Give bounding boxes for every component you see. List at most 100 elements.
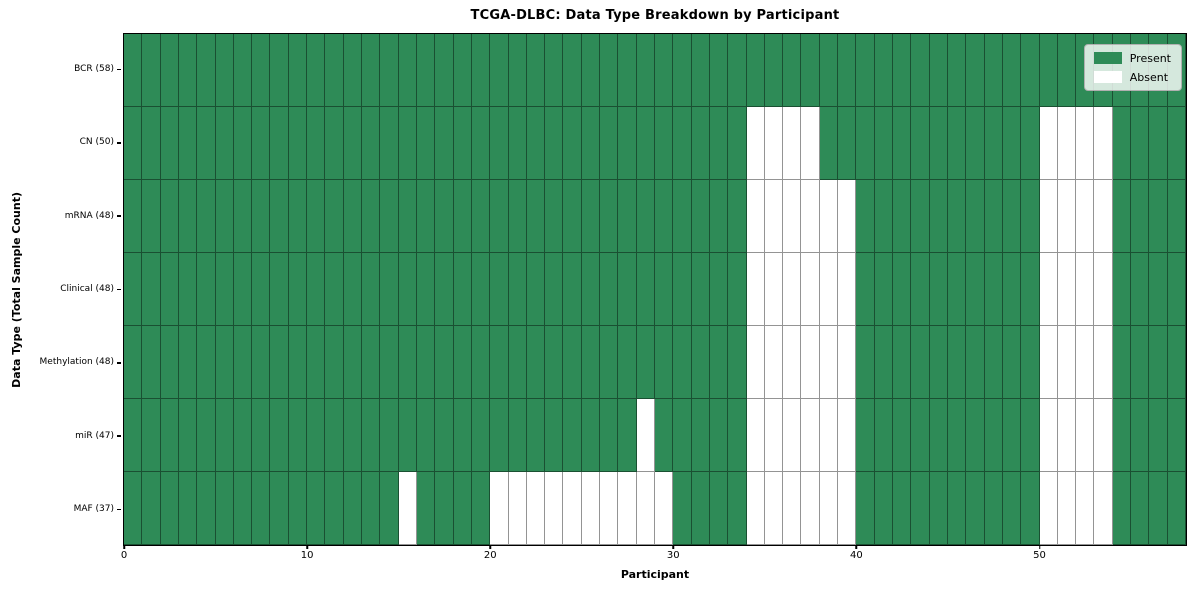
- heatmap-cell: [453, 399, 472, 472]
- heatmap-cell: [270, 180, 289, 253]
- heatmap-cell: [893, 253, 912, 326]
- heatmap-cell: [252, 326, 271, 399]
- heatmap-cell: [636, 326, 655, 399]
- heatmap-cell: [746, 107, 765, 180]
- y-tick-row: miR (47): [0, 399, 121, 472]
- heatmap-cell: [618, 253, 637, 326]
- heatmap-cell: [947, 253, 967, 326]
- heatmap-cell: [1112, 326, 1132, 399]
- heatmap-cell: [508, 107, 527, 180]
- legend-swatch: [1093, 52, 1122, 64]
- heatmap-cell: [288, 326, 308, 399]
- heatmap-cell: [1131, 399, 1150, 472]
- heatmap-cell: [362, 34, 381, 107]
- heatmap-cell: [1149, 326, 1168, 399]
- heatmap-cell: [343, 34, 363, 107]
- heatmap-cell: [600, 472, 619, 545]
- heatmap-cell: [1167, 180, 1186, 253]
- heatmap-cell: [362, 107, 381, 180]
- heatmap-cell: [178, 180, 198, 253]
- heatmap-cell: [1002, 107, 1022, 180]
- heatmap-cell: [764, 472, 784, 545]
- heatmap-cell: [691, 253, 710, 326]
- heatmap-cell: [215, 180, 234, 253]
- heatmap-cell: [764, 326, 784, 399]
- heatmap-cell: [563, 34, 582, 107]
- heatmap-cell: [252, 180, 271, 253]
- x-tick-label: 20: [483, 550, 497, 561]
- heatmap-cell: [801, 399, 820, 472]
- heatmap-cell: [783, 253, 802, 326]
- heatmap-cell: [746, 472, 765, 545]
- heatmap-cell: [1039, 472, 1058, 545]
- heatmap-cell: [252, 399, 271, 472]
- heatmap-cell: [673, 326, 692, 399]
- heatmap-cell: [545, 472, 564, 545]
- legend-label: Present: [1129, 51, 1171, 65]
- y-tick-row: Clinical (48): [0, 253, 121, 326]
- heatmap-cell: [618, 472, 637, 545]
- heatmap-cell: [325, 34, 344, 107]
- heatmap-cell: [874, 472, 894, 545]
- heatmap-cell: [654, 34, 674, 107]
- heatmap-cell: [1057, 34, 1077, 107]
- x-tick-mark: [123, 545, 125, 549]
- heatmap-cell: [142, 253, 161, 326]
- heatmap-cell: [709, 472, 729, 545]
- legend: Present Absent: [1083, 44, 1182, 91]
- heatmap-cell: [874, 253, 894, 326]
- heatmap-cell: [563, 253, 582, 326]
- heatmap-cell: [654, 326, 674, 399]
- heatmap-cell: [1094, 326, 1113, 399]
- heatmap-cell: [398, 326, 417, 399]
- y-tick-label: BCR (58): [74, 64, 114, 75]
- heatmap-cell: [160, 326, 179, 399]
- heatmap-cell: [1076, 253, 1095, 326]
- heatmap-cell: [1039, 107, 1058, 180]
- heatmap-cell: [526, 34, 546, 107]
- heatmap-cell: [947, 180, 967, 253]
- heatmap-cell: [893, 180, 912, 253]
- heatmap-cell: [654, 472, 674, 545]
- heatmap-cell: [343, 326, 363, 399]
- heatmap-cell: [911, 253, 930, 326]
- heatmap-cell: [545, 253, 564, 326]
- heatmap-cell: [398, 472, 417, 545]
- heatmap-cell: [453, 107, 472, 180]
- heatmap-cell: [746, 34, 765, 107]
- heatmap-cell: [233, 180, 253, 253]
- heatmap-cell: [1112, 399, 1132, 472]
- heatmap-cell: [691, 399, 710, 472]
- heatmap-cell: [819, 253, 839, 326]
- heatmap-cell: [709, 180, 729, 253]
- heatmap-cell: [966, 326, 985, 399]
- heatmap-cell: [966, 253, 985, 326]
- heatmap-cell: [288, 34, 308, 107]
- heatmap-cell: [929, 472, 948, 545]
- heatmap-cell: [1112, 107, 1132, 180]
- heatmap-cell: [618, 34, 637, 107]
- heatmap-cell: [1112, 253, 1132, 326]
- x-tick-mark: [855, 545, 858, 549]
- heatmap-cell: [453, 253, 472, 326]
- heatmap-cell: [453, 326, 472, 399]
- heatmap-cell: [160, 34, 179, 107]
- heatmap-cell: [124, 253, 143, 326]
- heatmap-cell: [197, 107, 216, 180]
- heatmap-cell: [838, 399, 857, 472]
- heatmap-cell: [178, 253, 198, 326]
- heatmap-cell: [838, 180, 857, 253]
- heatmap-cell: [856, 34, 875, 107]
- y-tick-label: MAF (37): [73, 503, 114, 514]
- heatmap-cell: [838, 326, 857, 399]
- y-tick-row: Methylation (48): [0, 326, 121, 399]
- heatmap-cell: [984, 34, 1003, 107]
- heatmap-cell: [984, 326, 1003, 399]
- heatmap-cell: [783, 107, 802, 180]
- heatmap-cell: [728, 253, 747, 326]
- heatmap-cell: [636, 399, 655, 472]
- heatmap-cell: [783, 34, 802, 107]
- heatmap-cell: [984, 180, 1003, 253]
- heatmap-cell: [142, 472, 161, 545]
- heatmap-cell: [142, 180, 161, 253]
